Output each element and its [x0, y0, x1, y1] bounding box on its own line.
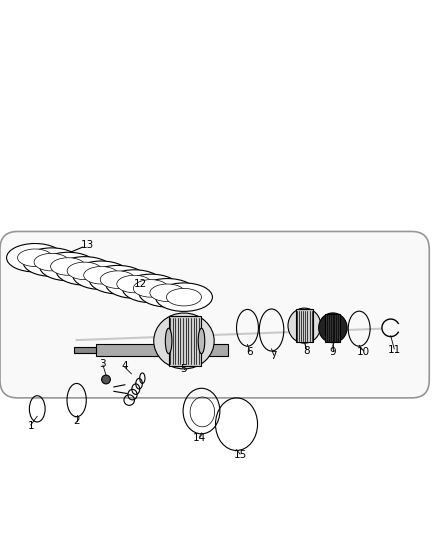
Ellipse shape — [56, 257, 113, 285]
Ellipse shape — [102, 375, 110, 384]
Ellipse shape — [89, 265, 146, 294]
Ellipse shape — [288, 308, 321, 343]
Ellipse shape — [18, 249, 53, 266]
Ellipse shape — [51, 258, 86, 275]
Text: 12: 12 — [134, 279, 147, 289]
Ellipse shape — [67, 262, 102, 280]
Ellipse shape — [122, 274, 179, 303]
Bar — [96, 344, 228, 356]
Ellipse shape — [139, 279, 196, 307]
Ellipse shape — [40, 252, 97, 281]
Ellipse shape — [23, 248, 80, 276]
Text: 9: 9 — [329, 347, 336, 357]
Bar — [325, 314, 340, 342]
Text: 2: 2 — [73, 416, 80, 426]
Ellipse shape — [73, 261, 130, 289]
Ellipse shape — [133, 280, 168, 297]
Bar — [74, 346, 96, 353]
Text: 6: 6 — [246, 347, 253, 357]
Ellipse shape — [34, 253, 69, 271]
Ellipse shape — [318, 313, 347, 343]
Ellipse shape — [84, 266, 119, 284]
FancyBboxPatch shape — [0, 231, 429, 398]
Text: 10: 10 — [357, 347, 370, 357]
Text: 14: 14 — [193, 433, 206, 443]
Text: 1: 1 — [27, 422, 34, 431]
Ellipse shape — [106, 270, 163, 298]
Text: 7: 7 — [270, 351, 277, 361]
Ellipse shape — [7, 244, 64, 272]
Text: 8: 8 — [303, 345, 310, 356]
Ellipse shape — [100, 271, 135, 288]
Ellipse shape — [198, 328, 205, 354]
Text: 3: 3 — [99, 359, 106, 369]
Ellipse shape — [154, 313, 214, 369]
Bar — [296, 309, 313, 342]
Ellipse shape — [150, 284, 185, 302]
Ellipse shape — [166, 328, 172, 354]
Text: 15: 15 — [233, 450, 247, 460]
Bar — [169, 316, 201, 366]
Text: 5: 5 — [180, 365, 187, 374]
Text: 13: 13 — [81, 240, 94, 249]
Text: 4: 4 — [121, 361, 128, 372]
Ellipse shape — [155, 283, 212, 311]
Ellipse shape — [117, 275, 152, 293]
Ellipse shape — [166, 288, 201, 306]
Text: 11: 11 — [388, 345, 401, 355]
